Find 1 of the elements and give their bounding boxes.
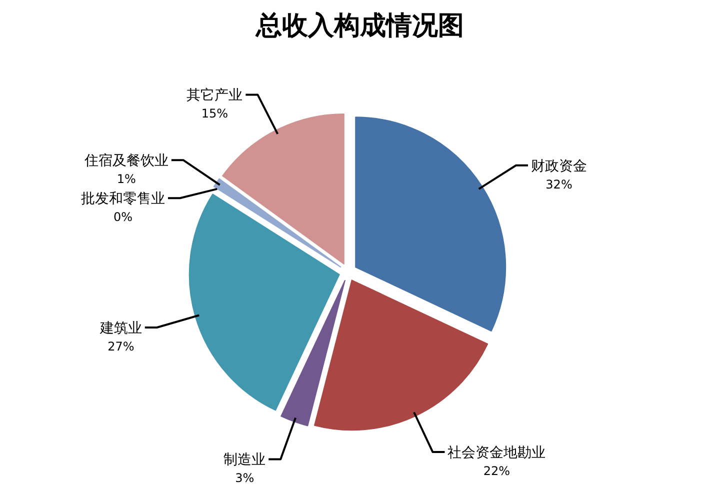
chart-title: 总收入构成情况图	[255, 11, 464, 41]
